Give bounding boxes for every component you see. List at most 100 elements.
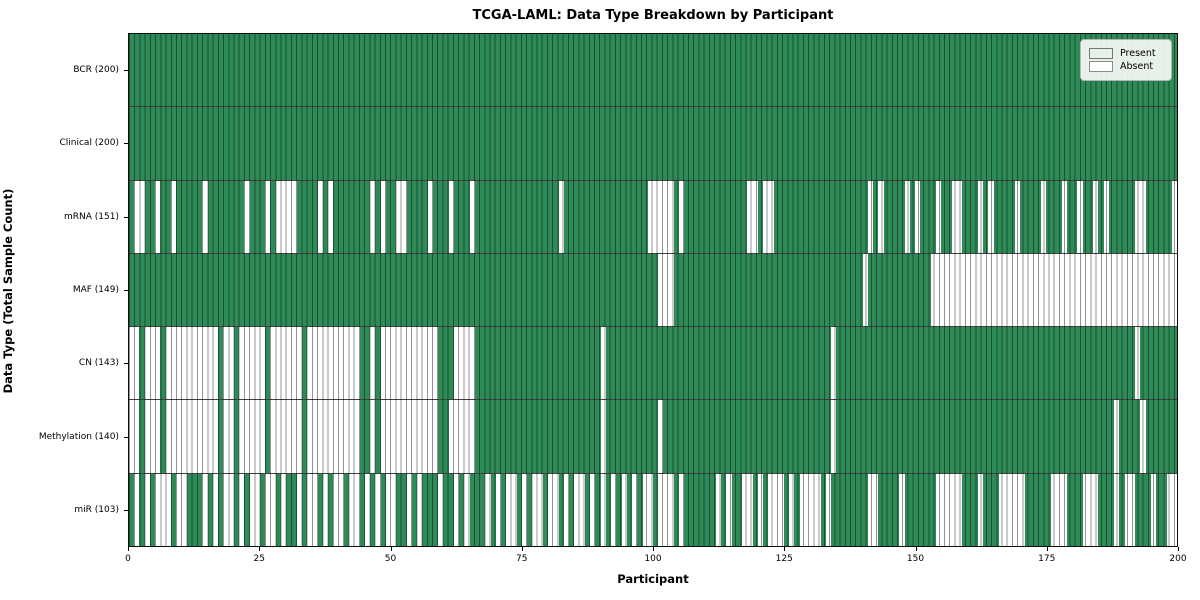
legend-item-absent: Absent (1089, 61, 1163, 72)
present-run (920, 180, 936, 253)
present-run (359, 473, 365, 546)
present-run (626, 473, 633, 546)
present-run (296, 180, 318, 253)
present-run (443, 473, 454, 546)
present-run (359, 327, 371, 400)
present-run (595, 473, 601, 546)
present-run (1098, 473, 1115, 546)
present-run (438, 400, 449, 473)
x-tick-label: 175 (1038, 554, 1056, 564)
present-run (1135, 473, 1151, 546)
present-run (653, 473, 659, 546)
present-run (836, 327, 1136, 400)
present-run (684, 180, 748, 253)
present-run (684, 473, 716, 546)
present-run (301, 400, 308, 473)
present-run (160, 327, 166, 400)
y-tick-mark (124, 216, 128, 218)
present-run (904, 473, 936, 546)
present-run (605, 473, 612, 546)
present-run (129, 34, 1177, 107)
y-tick-mark (124, 510, 128, 512)
present-run (616, 473, 622, 546)
present-run (1119, 400, 1141, 473)
y-tick-mark (124, 290, 128, 291)
present-run (275, 473, 281, 546)
present-run (149, 473, 156, 546)
present-run (962, 180, 978, 253)
present-run (1019, 180, 1041, 253)
present-run (260, 473, 266, 546)
x-tick-label: 150 (906, 554, 925, 564)
present-run (831, 473, 868, 546)
x-tick-label: 0 (125, 554, 131, 564)
present-run (1025, 473, 1052, 546)
x-tick-mark (521, 547, 523, 551)
present-run (637, 473, 643, 546)
present-run (375, 400, 381, 473)
x-tick-label: 200 (1169, 554, 1187, 564)
y-tick-mark (124, 69, 128, 71)
present-run (784, 473, 790, 546)
present-run (333, 180, 371, 253)
present-run (144, 180, 156, 253)
present-run (1066, 473, 1083, 546)
present-run (490, 473, 496, 546)
present-run (270, 180, 276, 253)
present-run (265, 327, 271, 400)
present-run (763, 473, 769, 546)
present-run (432, 180, 449, 253)
y-tick-label: BCR (200) (73, 64, 119, 75)
present-run (527, 473, 533, 546)
legend-label-present: Present (1120, 48, 1156, 59)
present-run (794, 473, 800, 546)
present-run (752, 473, 758, 546)
present-run (673, 253, 863, 327)
present-run (873, 180, 879, 253)
present-run (558, 473, 564, 546)
present-run (563, 180, 648, 253)
heatmap-plot-area (128, 33, 1178, 547)
x-tick-mark (915, 547, 917, 551)
present-run (474, 327, 601, 400)
heatmap-row-methylation (129, 399, 1177, 473)
y-tick-mark (124, 143, 128, 145)
present-run (757, 180, 764, 253)
present-run (218, 400, 224, 473)
present-run (233, 473, 240, 546)
x-axis-label: Participant (617, 572, 689, 586)
present-run (1145, 400, 1177, 473)
present-run (343, 473, 350, 546)
present-run (129, 180, 135, 253)
present-run (218, 473, 224, 546)
present-run (129, 107, 1177, 180)
y-tick-mark (124, 363, 128, 365)
present-run (139, 400, 145, 473)
y-tick-label: MAF (149) (72, 285, 119, 295)
present-run (370, 473, 376, 546)
present-run (459, 473, 465, 546)
present-run (265, 400, 271, 473)
present-run (501, 473, 507, 546)
chart-title: TCGA-LAML: Data Type Breakdown by Partic… (472, 8, 834, 23)
x-tick-label: 25 (253, 554, 265, 564)
present-run (474, 400, 601, 473)
present-run (516, 473, 522, 546)
legend-label-absent: Absent (1120, 61, 1154, 72)
present-run (1066, 180, 1078, 253)
present-run (328, 473, 334, 546)
present-run (909, 180, 915, 253)
present-run (542, 473, 549, 546)
y-tick-label: Methylation (140) (38, 431, 119, 442)
present-run (301, 327, 308, 400)
present-run (878, 473, 900, 546)
absent-swatch-icon (1089, 61, 1113, 72)
present-run (129, 473, 135, 546)
present-run (469, 473, 486, 546)
present-run (286, 473, 297, 546)
present-run (993, 180, 1015, 253)
present-run (883, 180, 905, 253)
present-run (673, 473, 680, 546)
x-tick-label: 125 (775, 554, 793, 564)
